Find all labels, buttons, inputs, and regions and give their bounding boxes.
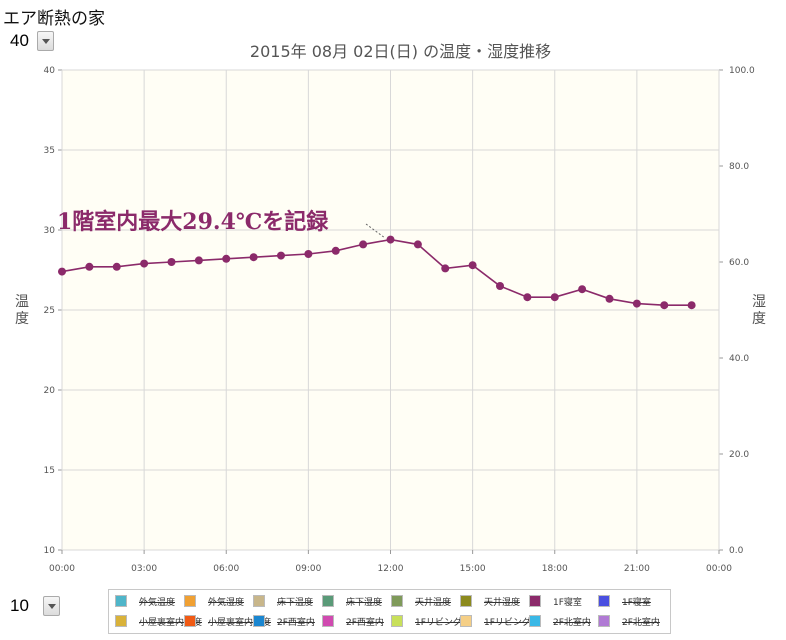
y-tick-label: 15 xyxy=(44,466,55,476)
data-point xyxy=(140,259,149,268)
data-point xyxy=(687,301,696,310)
data-point xyxy=(249,253,258,262)
y-tick-label: 30 xyxy=(44,226,56,236)
y2-tick-label: 40.0 xyxy=(729,354,749,364)
legend-label: 床下湿度 xyxy=(346,598,383,608)
x-tick-label: 00:00 xyxy=(706,564,732,574)
y-axis-label: 温度 xyxy=(15,294,29,327)
chevron-down-icon[interactable] xyxy=(43,596,60,616)
legend-swatch xyxy=(598,615,610,627)
legend-label: 2F北室内 xyxy=(622,618,660,628)
x-tick-label: 03:00 xyxy=(131,564,157,574)
range-select-bottom-value: 10 xyxy=(10,596,29,615)
data-point xyxy=(660,301,669,310)
x-tick-label: 00:00 xyxy=(49,564,75,574)
legend-swatch xyxy=(460,615,472,627)
legend-label: 2F西室内 xyxy=(346,618,384,628)
x-tick-label: 06:00 xyxy=(213,564,239,574)
legend-swatch xyxy=(598,595,610,607)
x-tick-label: 09:00 xyxy=(295,564,321,574)
app-title: エア断熱の家 xyxy=(3,9,105,29)
data-point xyxy=(632,299,641,308)
legend-swatch xyxy=(184,595,196,607)
y-tick-label: 20 xyxy=(44,386,56,396)
legend-label: 1Fリビング xyxy=(484,618,531,628)
y-tick-label: 10 xyxy=(44,546,56,556)
data-point xyxy=(496,282,504,290)
data-point xyxy=(386,235,395,244)
legend-swatch xyxy=(322,615,334,627)
legend-label: 小屋裏室内湿度 xyxy=(208,618,272,628)
data-point xyxy=(112,262,121,271)
annotation-text: 1階室内最大29.4℃を記録 xyxy=(57,209,329,235)
data-point xyxy=(331,246,340,255)
legend-swatch xyxy=(529,595,541,607)
data-point xyxy=(605,294,614,303)
legend-label: 天井湿度 xyxy=(484,598,521,608)
data-point xyxy=(359,240,368,249)
legend-swatch xyxy=(391,595,403,607)
range-select-top-value: 40 xyxy=(10,31,29,50)
x-tick-label: 15:00 xyxy=(460,564,486,574)
y-tick-label: 40 xyxy=(44,66,56,76)
legend-swatch xyxy=(253,595,265,607)
data-point xyxy=(523,293,532,302)
legend-label: 1FリビングI xyxy=(415,618,465,628)
data-point xyxy=(468,261,477,270)
data-point xyxy=(441,264,450,273)
data-point xyxy=(550,293,559,302)
legend-label: 1F寝室 xyxy=(553,598,582,608)
temperature-humidity-chart: 2015年 08月 02日(日) の温度・湿度推移 10 15 20 25 30 35 40 0… xyxy=(15,42,766,574)
legend-swatch xyxy=(460,595,472,607)
legend-label: 2F西室内 xyxy=(277,618,315,628)
legend-label: 1F寝室 xyxy=(622,598,651,608)
data-point xyxy=(85,262,94,271)
legend-label: 外気温度 xyxy=(139,598,176,608)
chevron-down-icon[interactable] xyxy=(37,31,54,51)
y2-tick-label: 60.0 xyxy=(729,258,749,268)
data-point xyxy=(194,256,203,265)
y2-tick-label: 80.0 xyxy=(729,162,749,172)
y-tick-label: 25 xyxy=(44,306,55,316)
legend-swatch xyxy=(184,615,196,627)
data-point xyxy=(304,250,313,258)
y2-axis-label: 湿度 xyxy=(752,294,766,327)
y2-tick-label: 100.0 xyxy=(729,66,755,76)
range-select-top[interactable]: 40 xyxy=(8,31,54,51)
data-point xyxy=(58,267,66,276)
data-point xyxy=(413,240,422,249)
legend-label: 床下温度 xyxy=(277,598,314,608)
legend-label: 外気湿度 xyxy=(208,598,245,608)
legend-label: 小屋裏室内温度 xyxy=(139,618,203,628)
legend-swatch xyxy=(391,615,403,627)
legend-swatch xyxy=(115,595,127,607)
legend-label: 2F北室内 xyxy=(553,618,591,628)
x-tick-label: 21:00 xyxy=(624,564,650,574)
legend-swatch xyxy=(115,615,127,627)
series-line xyxy=(61,238,692,307)
y-tick-label: 35 xyxy=(44,146,55,156)
range-select-bottom[interactable]: 10 xyxy=(8,596,60,616)
data-point xyxy=(222,254,231,263)
legend-swatch xyxy=(322,595,334,607)
y2-tick-label: 0.0 xyxy=(729,546,744,556)
y2-tick-label: 20.0 xyxy=(729,450,749,460)
x-tick-label: 18:00 xyxy=(542,564,568,574)
chart-title: 2015年 08月 02日(日) の温度・湿度推移 xyxy=(250,42,551,61)
legend-label: 天井温度 xyxy=(415,598,452,608)
legend-swatch xyxy=(529,615,541,627)
data-point xyxy=(277,251,285,260)
data-point xyxy=(578,285,587,294)
data-point xyxy=(167,258,176,266)
legend-swatch xyxy=(253,615,265,627)
chart-legend: 外気温度 外気湿度 床下温度 床下湿度 天井温度 天井湿度 1F寝室 1F寝室小屋裏室内温度小… xyxy=(108,589,671,634)
x-tick-label: 12:00 xyxy=(378,564,404,574)
